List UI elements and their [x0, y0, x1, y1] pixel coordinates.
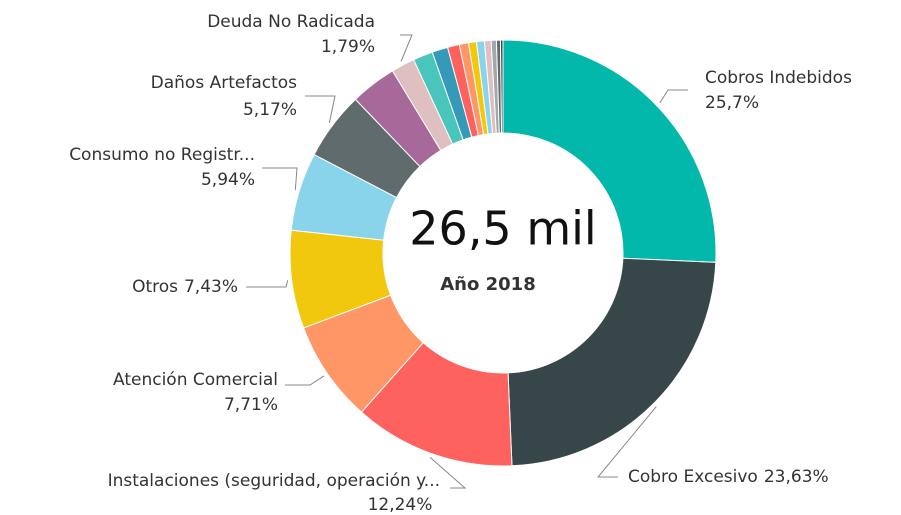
category-label: Instalaciones (seguridad, operación y...: [108, 471, 440, 491]
value-label: 7,43%: [184, 277, 238, 297]
leader-line: [285, 375, 325, 386]
value-label: 5,94%: [201, 170, 255, 190]
value-label: 5,17%: [243, 100, 297, 120]
value-label: 12,24%: [368, 495, 433, 515]
category-label: Atención Comercial: [113, 370, 278, 390]
leader-line: [659, 89, 688, 104]
category-label: Cobros Indebidos: [705, 68, 852, 88]
center-subtitle: Año 2018: [440, 274, 535, 295]
donut-slice: [502, 39, 717, 263]
leader-line: [429, 457, 467, 489]
slice-label: Otros 7,43%: [132, 277, 238, 297]
leader-line: [262, 167, 298, 191]
category-label: Daños Artefactos: [151, 73, 298, 93]
value-label: 7,71%: [224, 395, 278, 415]
category-label: Cobro Excesivo: [628, 467, 758, 487]
value-label: 23,63%: [764, 467, 829, 487]
category-label: Deuda No Radicada: [207, 12, 375, 32]
donut-slice: [499, 39, 504, 134]
center-total: 26,5 mil: [409, 202, 596, 256]
donut-slice: [507, 257, 717, 467]
category-label: Otros: [132, 277, 178, 297]
leader-line: [246, 280, 289, 288]
value-label: 25,7%: [705, 93, 759, 113]
leader-line: [400, 34, 413, 62]
slice-label: Cobro Excesivo 23,63%: [628, 467, 829, 487]
leader-line: [596, 406, 657, 478]
value-label: 1,79%: [321, 37, 375, 57]
leader-line: [305, 95, 336, 123]
category-label: Consumo no Registr...: [69, 145, 255, 165]
